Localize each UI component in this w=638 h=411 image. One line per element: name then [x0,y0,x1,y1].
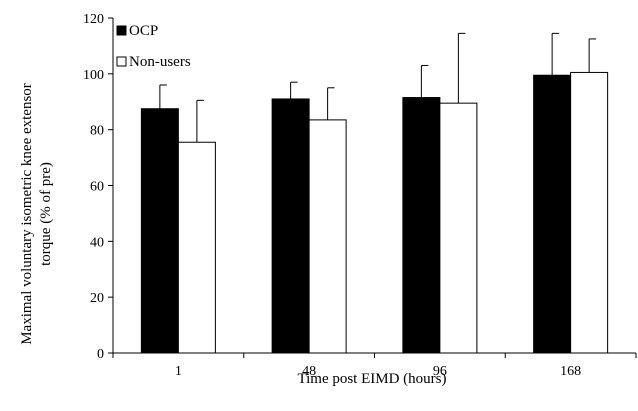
y-axis-title-line-1: Maximal voluntary isometric knee extenso… [19,83,35,345]
error-bars-group [159,32,597,143]
bar-non-users [177,141,216,354]
y-axis-title-line-2: torque (% of pre) [38,162,54,266]
x-tick-label: 48 [302,364,316,379]
bar-non-users [570,71,609,354]
bar-ocp [271,98,310,354]
x-axis-title: Time post EIMD (hours) [297,371,446,387]
y-tick-label: 40 [90,235,104,250]
x-tick-label: 168 [560,364,581,379]
legend-label-non-users: Non-users [129,54,191,70]
x-tick-label: 1 [175,364,182,379]
y-tick-label: 0 [97,347,104,362]
legend-swatch-non-users [116,56,127,67]
y-ticks-group: 0 20 40 60 80 100 120 [83,12,113,362]
bars-group [140,71,609,354]
y-tick-label: 100 [83,68,104,83]
x-ticks-group: 1 48 96 168 [112,353,637,379]
y-tick-label: 80 [90,124,104,139]
bar-non-users [308,119,347,354]
legend-swatch-ocp [116,25,127,36]
legend-label-ocp: OCP [129,23,158,39]
y-tick-label: 60 [90,180,104,195]
bar-ocp [402,97,441,354]
bar-ocp [533,74,572,354]
y-tick-label: 120 [83,12,104,27]
bar-ocp [140,108,179,354]
y-tick-label: 20 [90,291,104,306]
legend: OCP Non-users [116,23,191,70]
bar-non-users [439,102,478,354]
x-tick-label: 96 [433,364,447,379]
